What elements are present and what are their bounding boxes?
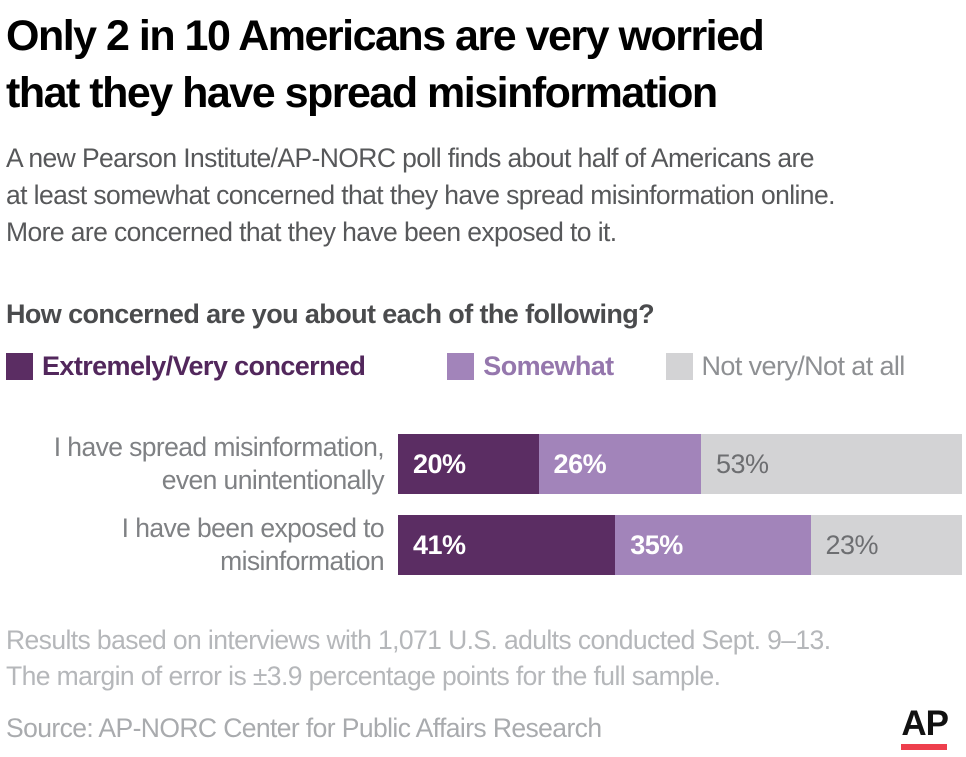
subtitle-line-3: More are concerned that they have been e… xyxy=(6,217,617,247)
bar-segment-value: 53% xyxy=(716,448,769,479)
legend-swatch-icon xyxy=(665,353,693,380)
subtitle-line-2: at least somewhat concerned that they ha… xyxy=(6,180,835,210)
footnote-line-1: Results based on interviews with 1,071 U… xyxy=(6,625,831,655)
legend-item-1: Extremely/Very concerned xyxy=(6,351,366,382)
row-category-label-line: even unintentionally xyxy=(161,465,385,495)
bottom-row: Source: AP-NORC Center for Public Affair… xyxy=(6,704,962,750)
chart-row-2: I have been exposed to misinformation 41% 3… xyxy=(6,512,962,578)
legend-label: Not very/Not at all xyxy=(701,351,906,381)
bar-segment-value: 35% xyxy=(630,529,683,560)
bar-segment-2: 35% xyxy=(615,515,811,575)
page-title: Only 2 in 10 Americans are very worried … xyxy=(6,8,962,122)
bar-segment-value: 41% xyxy=(413,529,466,560)
legend-item-3: Not very/Not at all xyxy=(665,351,906,382)
chart-row-1: I have spread misinformation, even uninte… xyxy=(6,431,962,497)
title-line-2: that they have spread misinformation xyxy=(6,69,718,117)
legend-swatch-icon xyxy=(6,353,33,380)
legend-item-2: Somewhat xyxy=(447,351,614,382)
row-category-label-line: I have spread misinformation, xyxy=(53,432,385,462)
legend-label: Somewhat xyxy=(483,351,614,381)
chart-question: How concerned are you about each of the … xyxy=(6,299,655,329)
bar-segment-1: 20% xyxy=(398,434,539,494)
row-category-label-line: misinformation xyxy=(220,546,385,576)
row-category-label: I have been exposed to misinformation xyxy=(6,512,385,578)
stacked-bar: 41% 35% 23% xyxy=(398,515,962,575)
row-category-label-line: I have been exposed to xyxy=(121,513,385,543)
legend-label: Extremely/Very concerned xyxy=(42,351,366,381)
bar-segment-value: 26% xyxy=(553,448,607,479)
footnote-line-2: The margin of error is ±3.9 percentage p… xyxy=(6,661,721,691)
legend-swatch-icon xyxy=(447,353,475,380)
bar-segment-2: 26% xyxy=(538,434,701,494)
bar-segment-value: 20% xyxy=(413,448,466,479)
stacked-bar-chart: I have spread misinformation, even uninte… xyxy=(6,431,962,578)
bar-segment-3: 53% xyxy=(701,434,962,494)
footnote: Results based on interviews with 1,071 U… xyxy=(6,622,962,694)
row-category-label: I have spread misinformation, even uninte… xyxy=(6,431,385,497)
bar-segment-value: 23% xyxy=(825,529,879,560)
stacked-bar: 20% 26% 53% xyxy=(398,434,962,494)
subtitle: A new Pearson Institute/AP-NORC poll fin… xyxy=(6,140,962,251)
chart-legend: Extremely/Very concerned Somewhat Not very… xyxy=(6,351,962,382)
ap-logo: AP xyxy=(901,704,949,750)
ap-logo-text: AP xyxy=(901,704,949,743)
bar-segment-1: 41% xyxy=(398,515,616,575)
source-credit: Source: AP-NORC Center for Public Affair… xyxy=(6,713,602,743)
bar-segment-3: 23% xyxy=(810,515,962,575)
ap-logo-red-bar xyxy=(901,744,948,750)
subtitle-line-1: A new Pearson Institute/AP-NORC poll fin… xyxy=(6,143,815,173)
title-line-1: Only 2 in 10 Americans are very worried xyxy=(6,12,765,60)
